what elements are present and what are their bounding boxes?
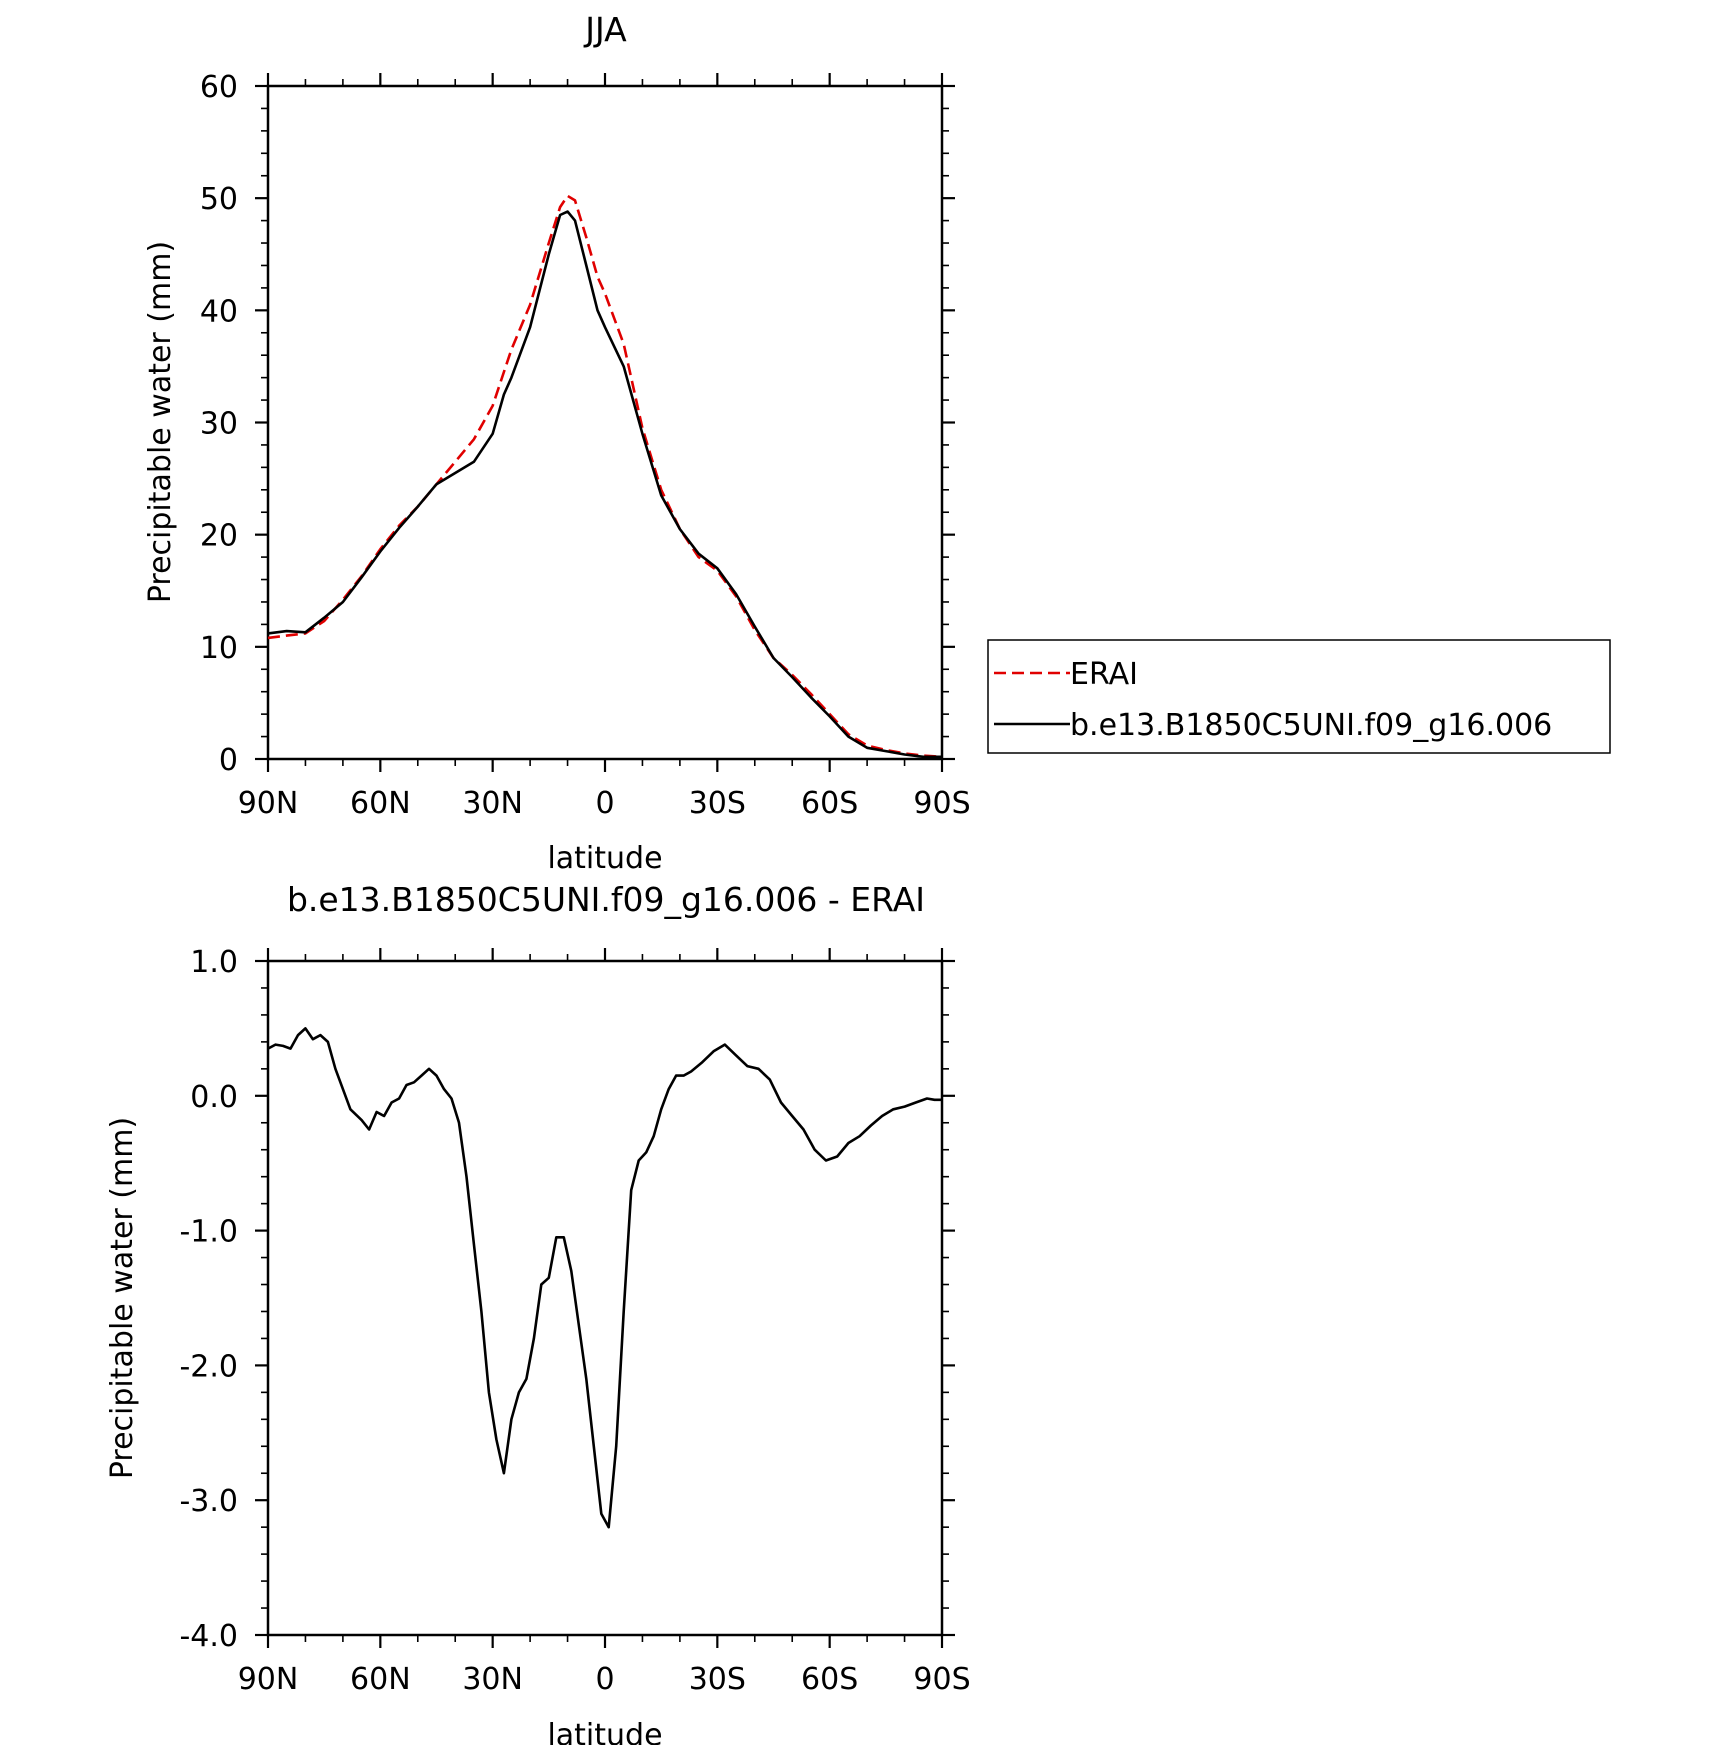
bottom-x-tick-label: 60N <box>350 1662 411 1697</box>
top-y-axis-label: Precipitable water (mm) <box>143 241 178 603</box>
bottom-series-lines <box>267 1027 942 1529</box>
top-x-tick-label: 30S <box>689 786 746 821</box>
bottom-y-tick-label: -3.0 <box>179 1484 238 1519</box>
bottom-x-tick-label: 60S <box>801 1662 858 1697</box>
bottom-series-line-0 <box>267 1027 942 1529</box>
top-x-tick-label: 90S <box>913 786 970 821</box>
top-x-tick-label: 90N <box>238 786 299 821</box>
top-series-line-erai <box>267 194 943 759</box>
bottom-x-tick-label: 30S <box>689 1662 746 1697</box>
bottom-y-tick-label: 1.0 <box>190 945 238 980</box>
top-axis-ticks: 90N 60N 30N 0 30S 60S 90S 0 10 20 30 40 50 60 <box>200 70 971 821</box>
top-series-lines <box>267 194 943 759</box>
legend-label-erai: ERAI <box>1070 657 1138 692</box>
top-y-tick-label: 20 <box>200 519 238 554</box>
top-chart-title: JJA <box>583 10 627 49</box>
bottom-x-tick-label: 30N <box>462 1662 523 1697</box>
legend: ERAI b.e13.B1850C5UNI.f09_g16.006 <box>987 639 1611 754</box>
top-y-tick-label: 40 <box>200 294 238 329</box>
bottom-x-tick-label: 0 <box>595 1662 614 1697</box>
top-x-tick-label: 60S <box>801 786 858 821</box>
top-panel: JJA 90N 60N 30N 0 30S 60S 90S 0 10 20 30 40 50 60 lat… <box>143 10 971 876</box>
top-x-tick-label: 0 <box>595 786 614 821</box>
bottom-y-axis-label: Precipitable water (mm) <box>105 1117 140 1479</box>
bottom-plot-frame <box>266 959 944 1637</box>
bottom-panel: b.e13.B1850C5UNI.f09_g16.006 - ERAI 90N 6… <box>105 880 971 1745</box>
legend-box <box>987 639 1611 754</box>
top-x-tick-label: 30N <box>462 786 523 821</box>
bottom-axis-ticks: 90N 60N 30N 0 30S 60S 90S 1.0 0.0 -1.0 -2.0 -3.0 -4.… <box>179 945 970 1697</box>
bottom-y-tick-label: -2.0 <box>179 1349 238 1384</box>
top-x-axis-label: latitude <box>547 841 662 876</box>
bottom-x-tick-label: 90S <box>913 1662 970 1697</box>
top-y-tick-label: 50 <box>200 182 238 217</box>
bottom-y-tick-label: -1.0 <box>179 1215 238 1250</box>
top-y-tick-label: 30 <box>200 407 238 442</box>
bottom-y-tick-label: -4.0 <box>179 1619 238 1654</box>
top-y-tick-label: 60 <box>200 70 238 105</box>
bottom-y-tick-label: 0.0 <box>190 1080 238 1115</box>
bottom-x-tick-label: 90N <box>238 1662 299 1697</box>
top-y-tick-label: 0 <box>219 743 238 778</box>
top-series-line-b-e13-b1850c5uni-f09-g16-006 <box>267 210 942 759</box>
bottom-chart-title: b.e13.B1850C5UNI.f09_g16.006 - ERAI <box>287 880 925 919</box>
top-x-tick-label: 60N <box>350 786 411 821</box>
top-y-tick-label: 10 <box>200 631 238 666</box>
top-plot-frame <box>266 84 944 761</box>
bottom-x-axis-label: latitude <box>547 1718 662 1745</box>
legend-label-model: b.e13.B1850C5UNI.f09_g16.006 <box>1070 708 1552 743</box>
